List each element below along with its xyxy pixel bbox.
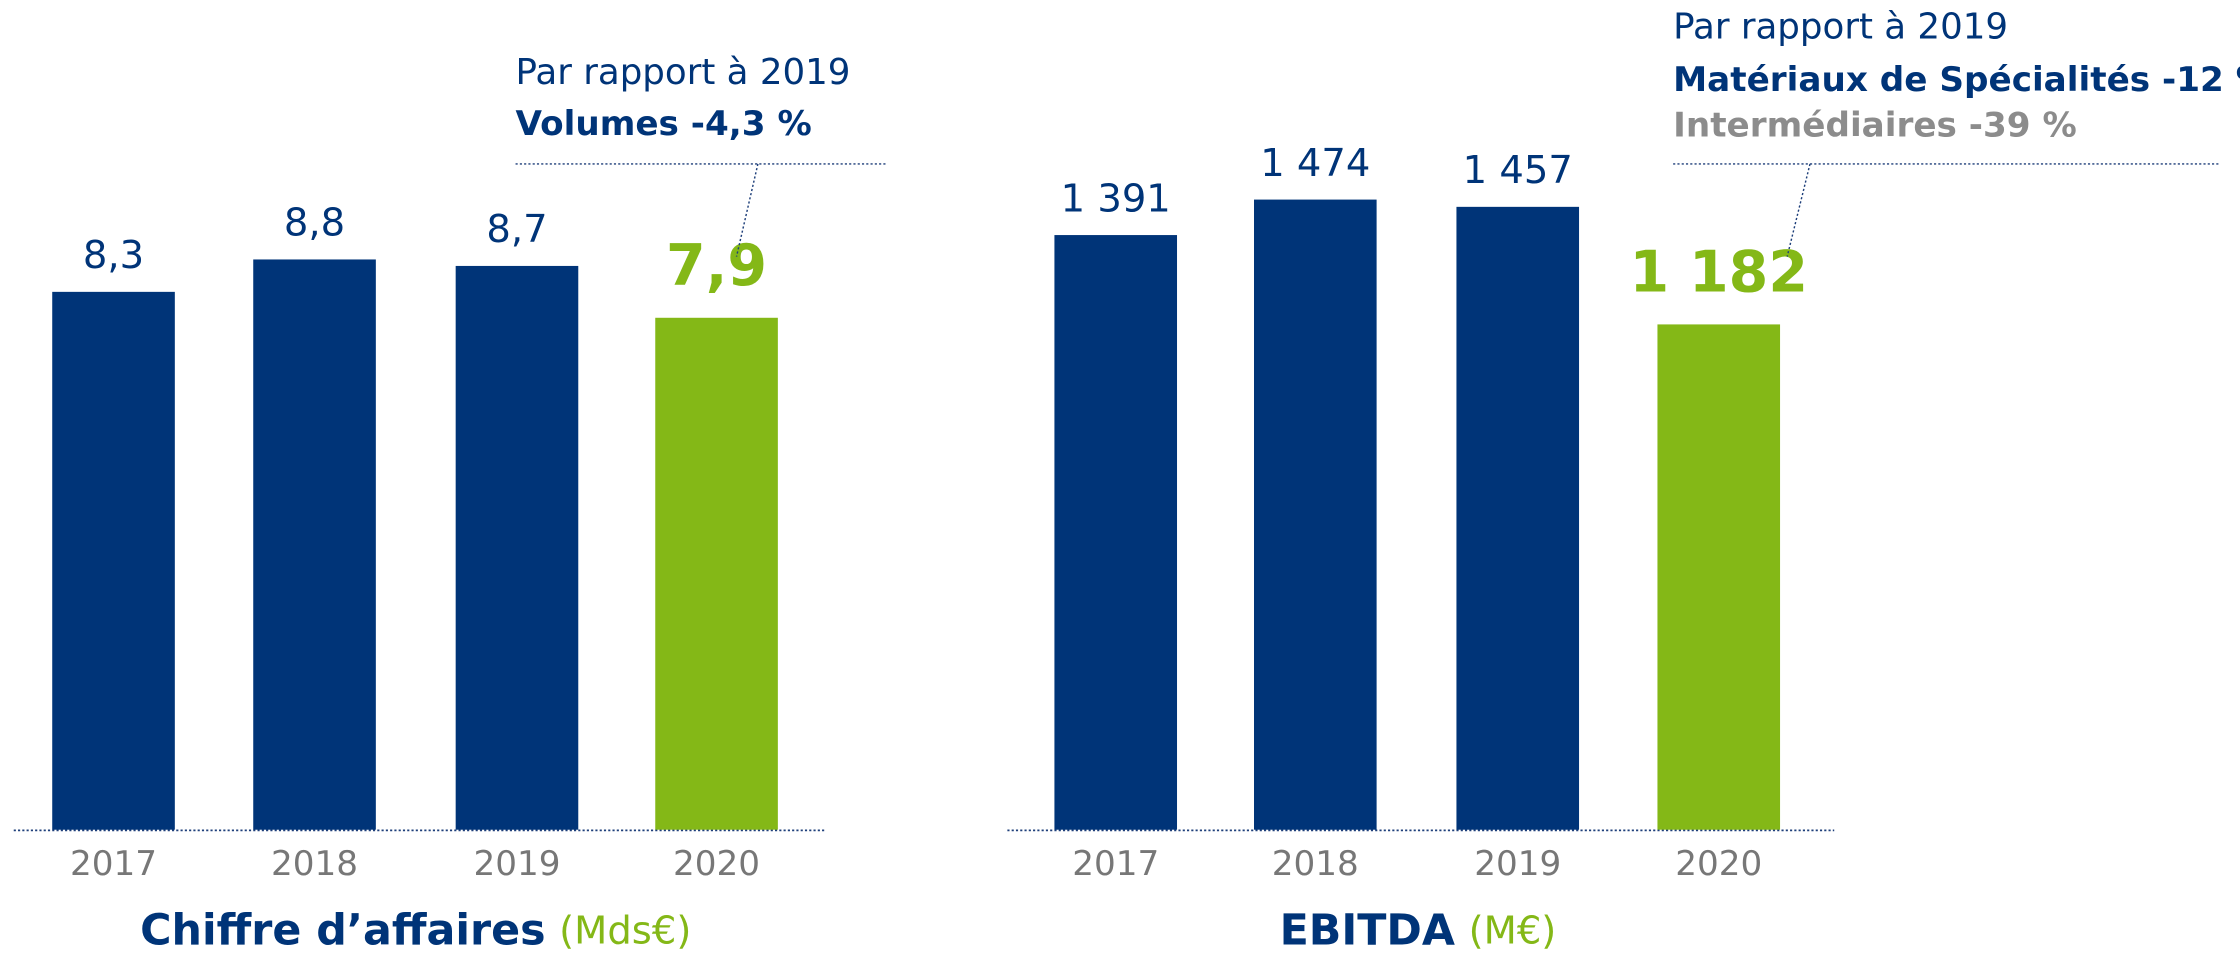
bar	[1657, 324, 1781, 830]
annotation-leader	[735, 163, 759, 257]
annotation: Par rapport à 2019	[516, 52, 851, 93]
value-label: 8,3	[83, 233, 144, 278]
bar	[1054, 235, 1178, 830]
value-label: 8,8	[284, 201, 345, 246]
x-tick-label: 2020	[1675, 844, 1762, 884]
x-tick-label: 2019	[1474, 844, 1561, 884]
x-tick-label: 2018	[1272, 844, 1359, 884]
value-label: 7,9	[666, 233, 767, 299]
bar	[455, 265, 579, 830]
value-label: 8,7	[486, 207, 547, 252]
value-label: 1 474	[1260, 141, 1370, 186]
bar	[52, 291, 175, 830]
x-tick-label: 2017	[1072, 844, 1159, 884]
x-tick-label: 2019	[473, 844, 560, 884]
annotation-leader	[1786, 163, 1811, 257]
value-label: 1 182	[1629, 240, 1808, 306]
title-unit: (M€)	[1469, 908, 1557, 953]
bar	[655, 317, 778, 830]
title-text: EBITDA	[1280, 905, 1455, 955]
title-text: Chiffre d’affaires	[140, 905, 545, 955]
annotation: Par rapport à 2019	[1673, 7, 2008, 48]
annotation: Volumes -4,3 %	[516, 104, 812, 144]
title-unit: (Mds€)	[559, 908, 691, 953]
annotation: Intermédiaires -39 %	[1673, 105, 2077, 145]
bar	[1456, 206, 1580, 830]
x-tick-label: 2018	[271, 844, 358, 884]
x-tick-label: 2020	[673, 844, 760, 884]
annotation: Matériaux de Spécialités -12 %	[1673, 60, 2240, 100]
bar	[1254, 199, 1377, 830]
chart-title: EBITDA (M€)	[1280, 905, 1557, 955]
chart-title: Chiffre d’affaires (Mds€)	[140, 905, 691, 955]
bar	[253, 259, 376, 830]
value-label: 1 457	[1463, 148, 1573, 193]
value-label: 1 391	[1061, 176, 1171, 221]
x-tick-label: 2017	[70, 844, 157, 884]
